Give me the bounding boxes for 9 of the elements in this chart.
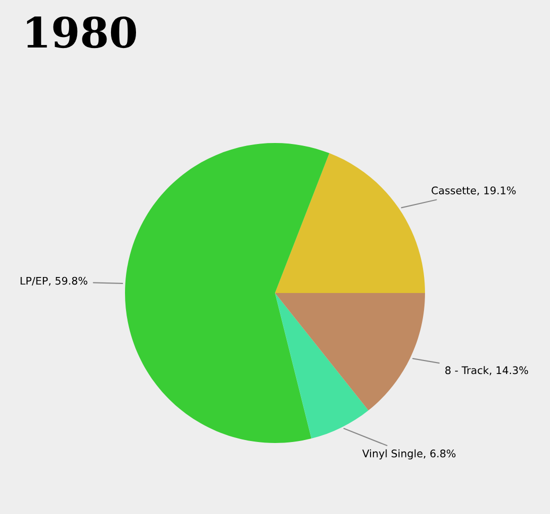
pie-slice (125, 143, 330, 443)
pie-slice (275, 153, 425, 293)
pie-slice (275, 292, 425, 410)
slice-label: Vinyl Single, 6.8% (362, 449, 456, 460)
pie-slice (275, 292, 368, 438)
chart-title: 1980 (27, 16, 136, 48)
slice-label: LP/EP, 59.8% (20, 276, 88, 286)
slice-label: Cassette, 19.1% (432, 186, 516, 196)
slice-label: 8 - Track, 14.3% (445, 366, 528, 376)
